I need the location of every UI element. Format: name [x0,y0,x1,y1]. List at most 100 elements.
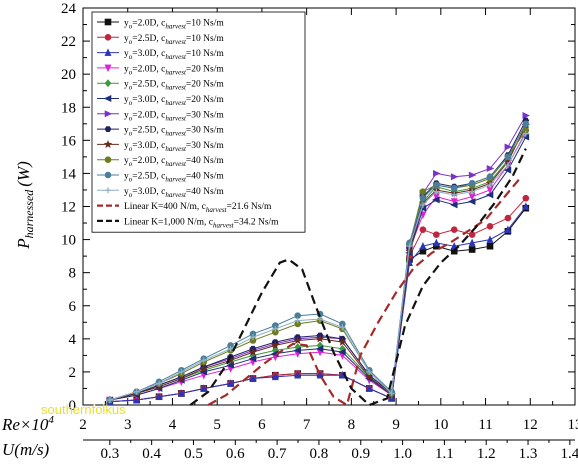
u-tick-label: 0.8 [310,446,329,462]
re-tick-label: 13 [568,417,578,433]
legend-label-part: =2.5D, c [132,80,165,90]
x-axis-title-re: Re×104 [1,414,54,434]
legend-label-part: =20 Ns/m [186,64,224,74]
legend-box [92,12,305,232]
y-tick-label: 4 [69,332,77,348]
y-tick-label: 24 [61,1,77,17]
u-tick-label: 1.1 [435,446,454,462]
legend-label-sub: harvest [165,114,187,122]
legend-label-sub: harvest [206,206,228,214]
re-tick-label: 5 [213,417,221,433]
y-axis-title-sub: harnessed [22,189,36,239]
legend-label-sub: harvest [165,130,187,138]
legend-label-part: =3.0D, c [132,187,165,197]
data-point [523,195,529,201]
legend-label-sub: harvest [165,84,187,92]
legend-label-part: =34.2 Ns/m [234,217,280,227]
y-axis-title-unit: (W) [14,161,33,187]
legend-label-part: =40 Ns/m [186,187,224,197]
data-point [451,185,457,191]
re-tick-label: 9 [392,417,400,433]
legend-label-sub: harvest [165,99,187,107]
data-point [487,165,494,171]
legend-label-part: =3.0D, c [132,49,165,59]
legend-label-part: =30 Ns/m [186,110,224,120]
data-point [469,180,475,186]
legend-label-sub: harvest [165,176,187,184]
legend-label-sub: harvest [165,53,187,61]
data-point [420,189,426,195]
data-point [505,215,511,221]
legend-label-sub: harvest [165,23,187,31]
data-point [451,227,457,233]
legend-label-part: =20 Ns/m [186,80,224,90]
y-tick-label: 14 [61,166,77,182]
data-point [451,174,458,180]
legend-label-part: Linear K=400 N/m, c [124,202,206,212]
legend-label-sub: harvest [165,68,187,76]
legend-label-sub: harvest [165,38,187,46]
y-tick-label: 10 [61,233,76,249]
re-tick-label: 3 [124,417,132,433]
data-point [505,154,511,160]
legend-label-part: =10 Ns/m [186,19,224,29]
u-tick-label: 0.9 [351,446,370,462]
legend-label-part: =2.5D, c [132,34,165,44]
u-tick-label: 1.0 [393,446,412,462]
y-tick-label: 16 [61,133,77,149]
data-point [469,172,476,178]
y-tick-label: 2 [69,365,77,381]
re-tick-label: 6 [258,417,266,433]
data-point [487,236,493,243]
legend-label-part: =2.0D, c [132,64,165,74]
x-axis-title-u: U(m/s) [2,440,50,459]
y-tick-label: 18 [61,100,76,116]
data-point [523,121,529,127]
legend-marker [105,172,111,178]
y-tick-label: 12 [61,200,76,216]
data-point [433,182,439,188]
legend-label-part: =10 Ns/m [186,49,224,59]
u-tick-label: 0.3 [100,446,119,462]
re-tick-label: 10 [433,417,448,433]
u-tick-label: 0.5 [184,446,203,462]
u-tick-label: 0.7 [268,446,287,462]
data-point [487,223,493,229]
legend-label-part: =40 Ns/m [186,172,224,182]
legend-label-part: =10 Ns/m [186,34,224,44]
legend-label-sub: harvest [213,221,235,229]
legend-label-part: =21.6 Ns/m [226,202,272,212]
legend-label-part: =30 Ns/m [186,141,224,151]
legend-label-part: Linear K=1,000 N/m, c [124,217,213,227]
y-axis-title: Pharnessed(W) [14,161,36,250]
re-tick-label: 12 [523,417,538,433]
legend-label-part: =2.0D, c [132,110,165,120]
y-tick-label: 20 [61,67,76,83]
y-tick-label: 22 [61,34,76,50]
legend-marker [105,34,111,40]
re-tick-label: 7 [303,417,311,433]
legend-label-part: =2.5D, c [132,126,165,136]
legend-marker [105,127,111,132]
data-point [433,170,440,176]
data-point [433,239,439,246]
legend-label-part: =3.0D, c [132,95,165,105]
y-tick-label: 8 [69,266,77,282]
data-point [420,195,426,201]
watermark: southernfolkus [41,402,126,417]
data-point [433,232,439,238]
re-tick-label: 11 [478,417,492,433]
data-point [487,243,493,249]
legend-marker [105,157,111,163]
u-tick-label: 1.3 [519,446,538,462]
u-tick-label: 1.2 [477,446,496,462]
data-point [487,174,493,180]
re-tick-label: 4 [169,417,177,433]
u-tick-label: 1.4 [560,446,578,462]
legend-label-part: =40 Ns/m [186,156,224,166]
re-tick-label: 8 [348,417,356,433]
legend-label-part: =3.0D, c [132,141,165,151]
legend-label-sub: harvest [165,160,187,168]
legend-marker [105,19,111,25]
